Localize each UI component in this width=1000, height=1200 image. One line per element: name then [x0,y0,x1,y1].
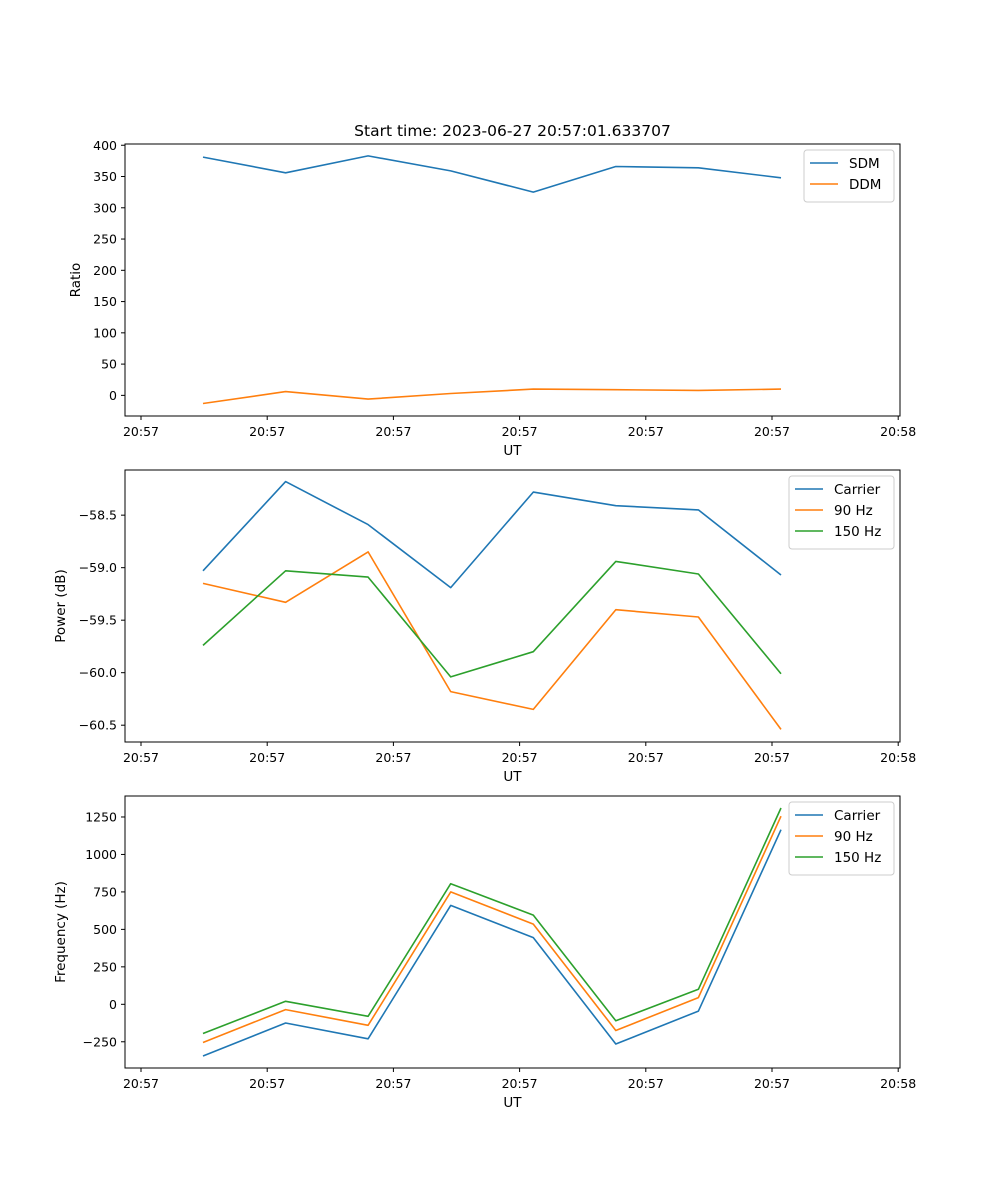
legend: SDM DDM [803,149,895,203]
x-tick-label: 20:57 [502,424,538,439]
x-tick-label: 20:57 [249,424,285,439]
y-tick-label: −58.5 [79,508,117,523]
series-line-ddm [202,388,782,405]
x-tick-label: 20:57 [628,1076,664,1091]
y-tick-label: 0 [109,997,117,1012]
x-axis-label: UT [503,443,522,459]
legend-label: 90 Hz [834,503,873,519]
y-tick-label: 50 [101,357,117,372]
x-tick-label: 20:57 [754,424,790,439]
x-tick-label: 20:57 [123,424,159,439]
y-tick-label: −59.5 [79,613,117,628]
x-tick-label: 20:57 [375,750,411,765]
x-tick-label: 20:57 [628,750,664,765]
legend-label: Carrier [834,482,881,498]
x-tick-label: 20:58 [880,1076,916,1091]
x-tick-label: 20:57 [754,1076,790,1091]
y-axis-label: Ratio [68,263,84,298]
legend-label: Carrier [834,808,881,824]
legend-label: 150 Hz [834,524,881,540]
axes-frame [124,143,901,417]
y-tick-label: 750 [93,884,117,899]
x-axis-label: UT [503,769,522,785]
x-tick-label: 20:57 [754,750,790,765]
y-tick-label: 1000 [85,847,117,862]
legend: Carrier 90 Hz 150 Hz [788,475,895,550]
y-tick-label: 250 [93,232,117,247]
series-line-150-hz [202,560,782,678]
x-axis-label: UT [503,1095,522,1111]
legend-label: 90 Hz [834,829,873,845]
y-axis-label: Power (dB) [53,569,69,642]
y-tick-label: 400 [93,138,117,153]
chart-panel-3: 20:57 20:57 20:57 20:57 20:57 20:57 20:58 −250 0… [53,795,916,1111]
y-tick-label: 1250 [85,809,117,824]
axes-frame [124,795,901,1069]
series-line-carrier [202,829,782,1057]
y-tick-label: −59.0 [79,560,117,575]
series-line-90-hz [202,551,782,730]
y-tick-label: −60.5 [79,718,117,733]
chart-panel-1: Start time: 2023-06-27 20:57:01.633707 20… [68,122,916,459]
y-tick-label: 300 [93,200,117,215]
chart-panel-2: 20:57 20:57 20:57 20:57 20:57 20:57 20:58 −60.5… [53,469,916,785]
x-tick-label: 20:57 [628,424,664,439]
x-tick-label: 20:57 [123,1076,159,1091]
y-tick-label: 350 [93,169,117,184]
y-tick-label: 500 [93,922,117,937]
series-line-sdm [202,155,782,193]
x-tick-label: 20:57 [502,1076,538,1091]
y-tick-label: −250 [83,1034,117,1049]
x-tick-label: 20:57 [502,750,538,765]
legend-label: DDM [849,177,881,193]
y-tick-label: 0 [109,388,117,403]
legend: Carrier 90 Hz 150 Hz [788,801,895,876]
x-tick-label: 20:58 [880,750,916,765]
y-tick-label: 150 [93,294,117,309]
series-line-90-hz [202,815,782,1044]
x-tick-label: 20:57 [375,1076,411,1091]
x-tick-label: 20:57 [249,1076,285,1091]
y-tick-label: −60.0 [79,665,117,680]
y-tick-label: 100 [93,325,117,340]
legend-label: 150 Hz [834,850,881,866]
series-line-150-hz [202,807,782,1035]
axes-frame [124,469,901,743]
x-tick-label: 20:57 [375,424,411,439]
y-tick-label: 200 [93,263,117,278]
y-axis-label: Frequency (Hz) [53,881,69,983]
x-tick-label: 20:58 [880,424,916,439]
chart-title: Start time: 2023-06-27 20:57:01.633707 [354,122,671,140]
y-tick-label: 250 [93,959,117,974]
series-line-carrier [202,480,782,589]
x-tick-label: 20:57 [249,750,285,765]
x-tick-label: 20:57 [123,750,159,765]
legend-label: SDM [849,156,880,172]
